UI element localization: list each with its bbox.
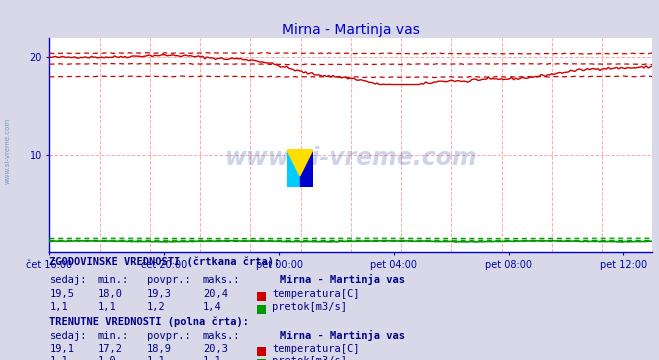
Text: 19,3: 19,3 <box>147 289 172 299</box>
Text: 1,1: 1,1 <box>147 356 165 360</box>
Text: 1,1: 1,1 <box>203 356 221 360</box>
Text: 1,2: 1,2 <box>147 302 165 312</box>
Text: Mirna - Martinja vas: Mirna - Martinja vas <box>280 330 405 341</box>
Text: www.si-vreme.com: www.si-vreme.com <box>225 146 477 170</box>
Text: 1,1: 1,1 <box>98 302 116 312</box>
Text: povpr.:: povpr.: <box>147 275 190 285</box>
Text: 18,0: 18,0 <box>98 289 123 299</box>
Text: 19,1: 19,1 <box>49 344 74 354</box>
Text: 20,4: 20,4 <box>203 289 228 299</box>
Polygon shape <box>287 149 313 176</box>
Text: sedaj:: sedaj: <box>49 331 87 341</box>
Text: temperatura[C]: temperatura[C] <box>272 289 360 299</box>
Text: maks.:: maks.: <box>203 331 241 341</box>
Title: Mirna - Martinja vas: Mirna - Martinja vas <box>282 23 420 37</box>
Bar <box>300 149 313 187</box>
Text: 1,4: 1,4 <box>203 302 221 312</box>
Text: 20,3: 20,3 <box>203 344 228 354</box>
Text: povpr.:: povpr.: <box>147 331 190 341</box>
Text: TRENUTNE VREDNOSTI (polna črta):: TRENUTNE VREDNOSTI (polna črta): <box>49 316 249 327</box>
Text: Mirna - Martinja vas: Mirna - Martinja vas <box>280 274 405 285</box>
Text: 18,9: 18,9 <box>147 344 172 354</box>
Text: maks.:: maks.: <box>203 275 241 285</box>
Text: www.si-vreme.com: www.si-vreme.com <box>5 118 11 184</box>
Bar <box>287 149 300 187</box>
Text: min.:: min.: <box>98 275 129 285</box>
Text: 1,1: 1,1 <box>49 356 68 360</box>
Text: sedaj:: sedaj: <box>49 275 87 285</box>
Text: temperatura[C]: temperatura[C] <box>272 344 360 354</box>
Text: min.:: min.: <box>98 331 129 341</box>
Text: pretok[m3/s]: pretok[m3/s] <box>272 302 347 312</box>
Text: 19,5: 19,5 <box>49 289 74 299</box>
Text: 1,0: 1,0 <box>98 356 116 360</box>
Text: ZGODOVINSKE VREDNOSTI (črtkana črta):: ZGODOVINSKE VREDNOSTI (črtkana črta): <box>49 256 281 267</box>
Text: 1,1: 1,1 <box>49 302 68 312</box>
Text: 17,2: 17,2 <box>98 344 123 354</box>
Text: pretok[m3/s]: pretok[m3/s] <box>272 356 347 360</box>
